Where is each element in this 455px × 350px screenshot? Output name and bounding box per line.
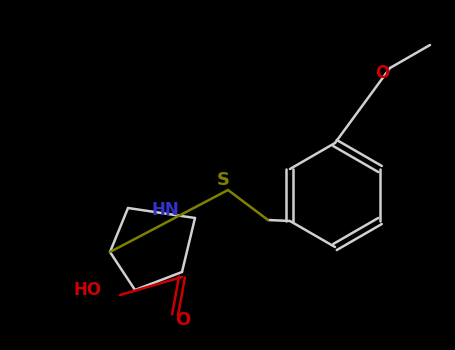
Text: HO: HO bbox=[74, 281, 102, 299]
Text: S: S bbox=[217, 171, 229, 189]
Text: O: O bbox=[175, 311, 191, 329]
Text: HN: HN bbox=[151, 201, 179, 219]
Text: O: O bbox=[375, 64, 389, 82]
